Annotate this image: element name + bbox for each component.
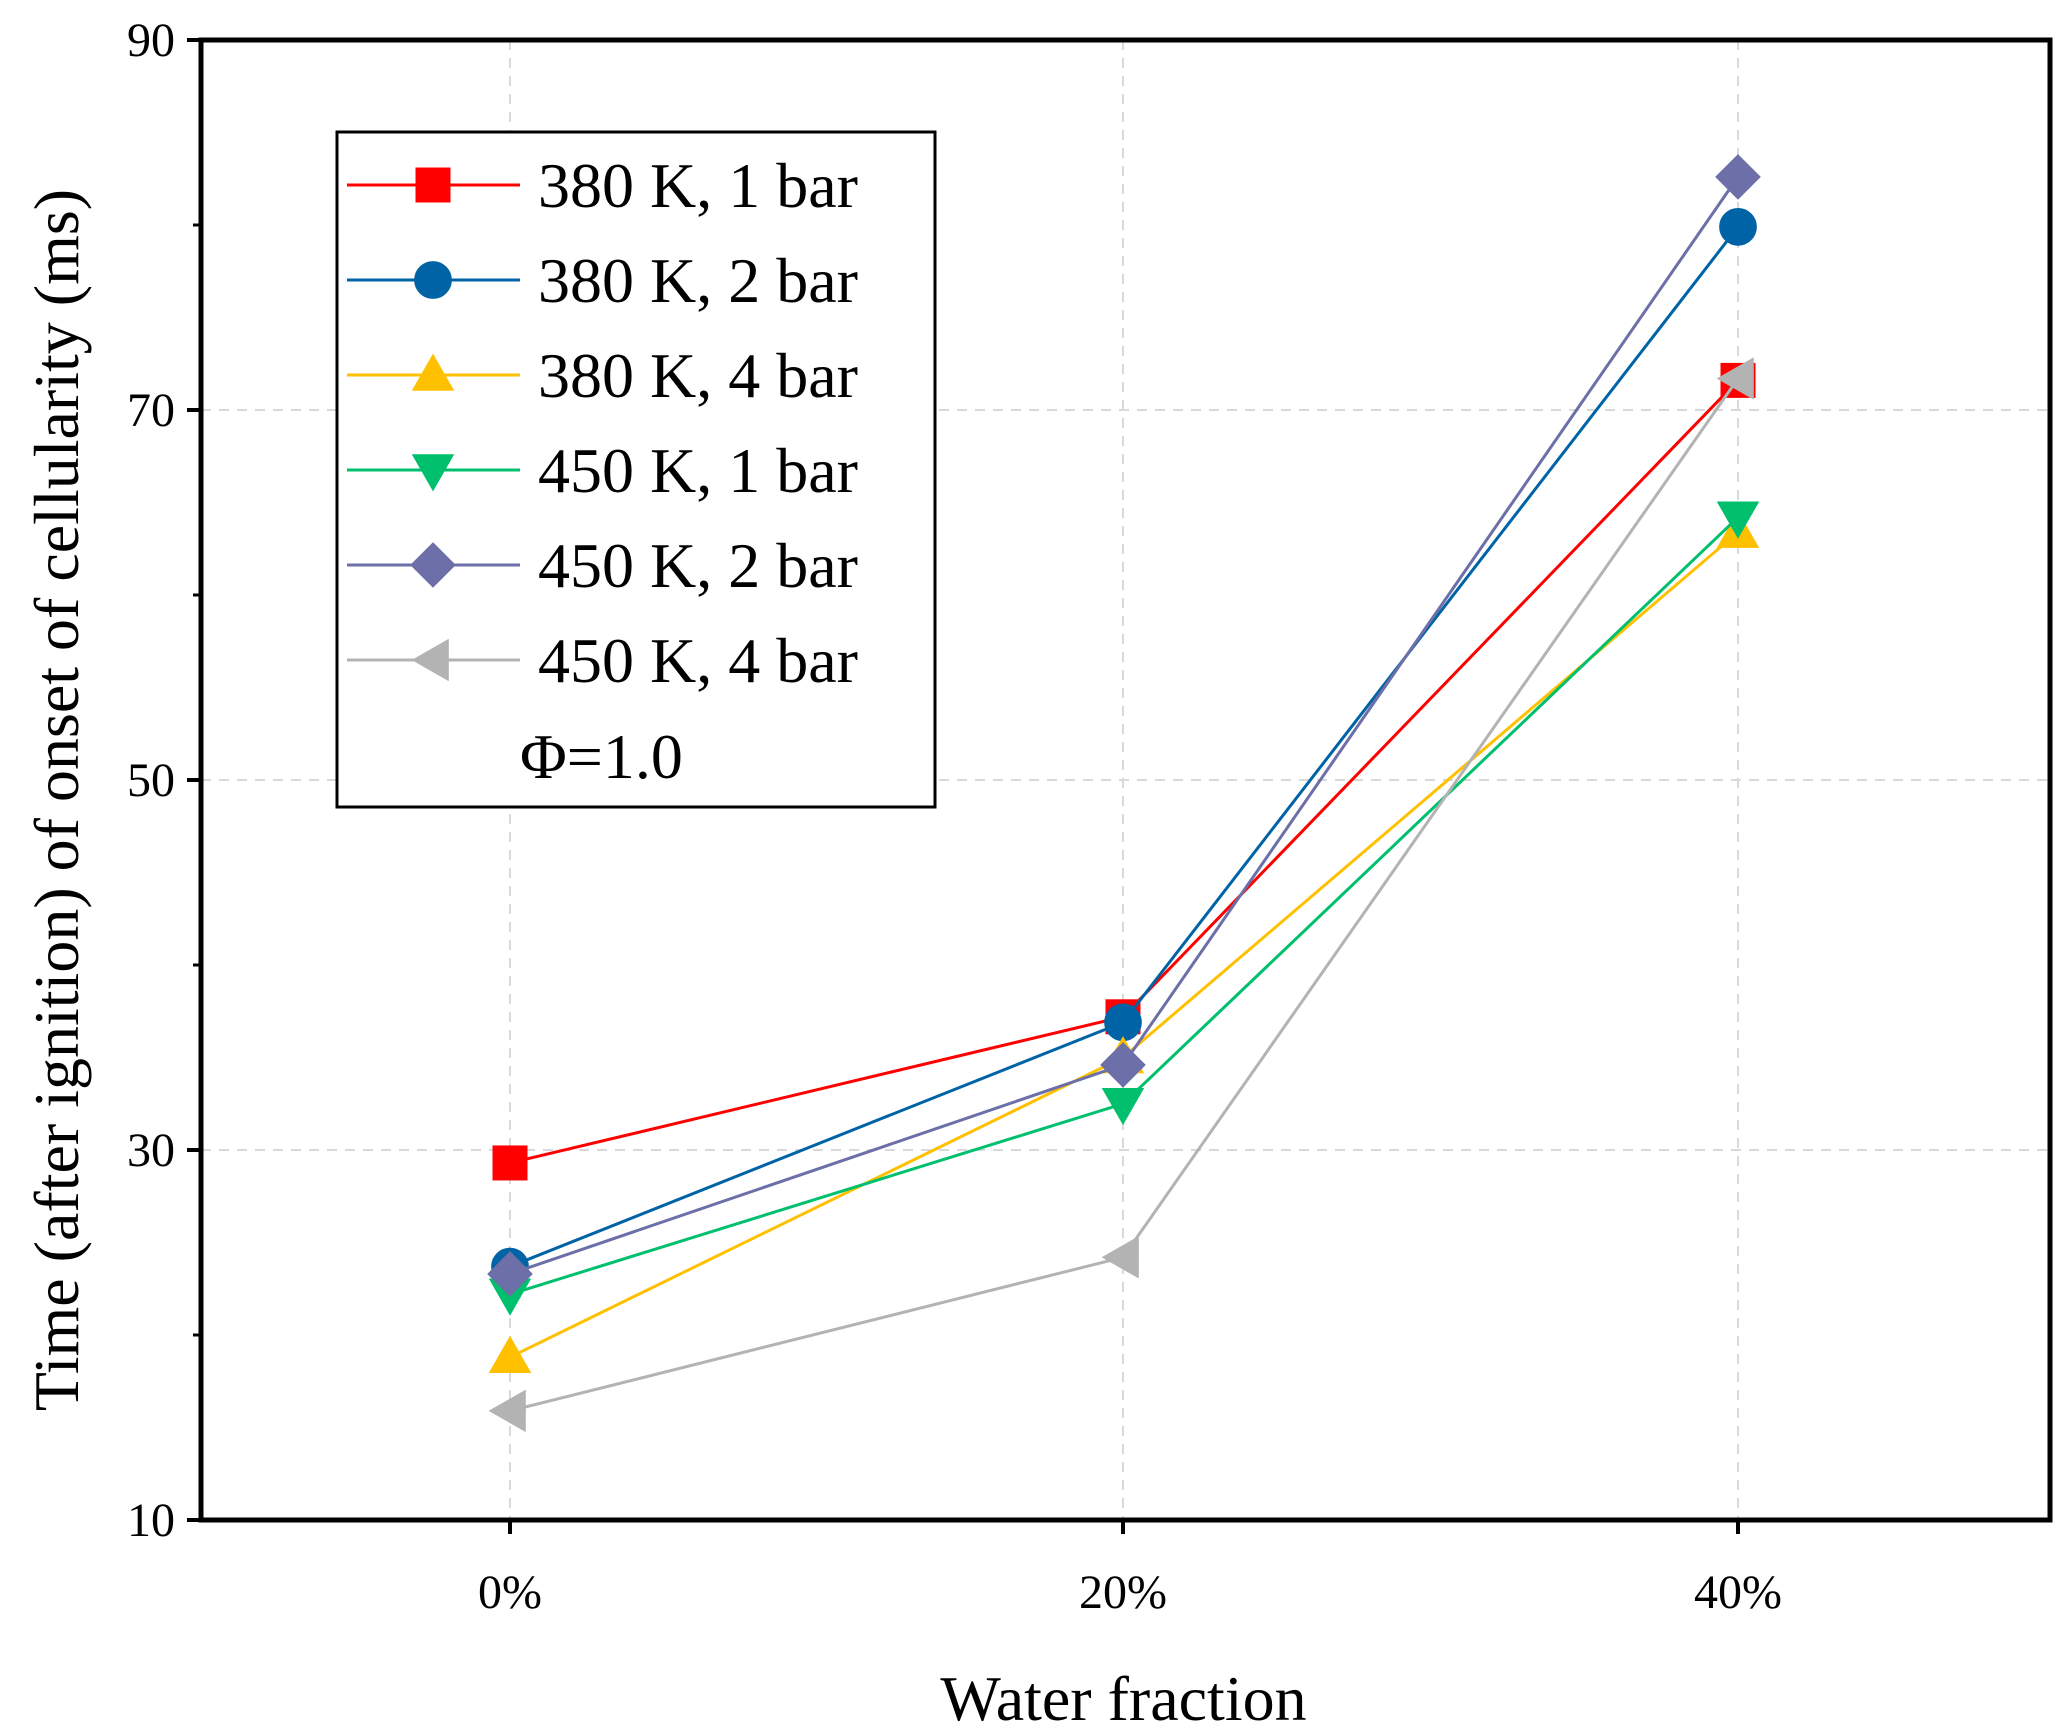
y-tick-label-50: 50 <box>127 754 175 807</box>
y-tick-label-70: 70 <box>127 384 175 437</box>
x-axis-title: Water fraction <box>940 1663 1306 1730</box>
series-5-point-0 <box>488 1389 526 1433</box>
legend-label-3: 450 K, 1 bar <box>538 435 858 506</box>
series-4 <box>487 154 1761 1297</box>
x-tick-label-0: 0% <box>478 1566 542 1619</box>
legend-label-0: 380 K, 1 bar <box>538 150 858 221</box>
phi-annotation: Φ=1.0 <box>520 721 683 792</box>
series-3-point-1 <box>1101 1087 1145 1126</box>
legend-item-5: 450 K, 4 bar <box>347 625 858 696</box>
series-0-point-0 <box>492 1145 528 1181</box>
series-1-point-1 <box>1104 1003 1142 1042</box>
y-tick-label-10: 10 <box>127 1494 175 1547</box>
legend-item-0: 380 K, 1 bar <box>347 150 858 221</box>
legend-item-2: 380 K, 4 bar <box>347 340 858 411</box>
series-4-point-1 <box>1100 1042 1146 1088</box>
legend-marker-3 <box>411 454 455 492</box>
legend-item-4: 450 K, 2 bar <box>347 530 858 601</box>
legend-items: 380 K, 1 bar 380 K, 2 bar 380 K, 4 bar 450 … <box>347 150 858 696</box>
legend-label-2: 380 K, 4 bar <box>538 340 858 411</box>
legend-marker-2 <box>411 353 455 391</box>
series-1-point-2 <box>1719 207 1757 246</box>
series-5-point-1 <box>1101 1236 1139 1279</box>
series-layer <box>487 154 1761 1433</box>
series-3 <box>488 501 1760 1316</box>
legend-label-5: 450 K, 4 bar <box>538 625 858 696</box>
legend-marker-4 <box>410 542 456 588</box>
legend-marker-5 <box>411 638 449 682</box>
ticks: 10 30 50 70 90 0% 20% 40% <box>127 14 1782 1619</box>
y-tick-label-90: 90 <box>127 14 175 67</box>
y-tick-label-30: 30 <box>127 1124 175 1177</box>
series-3-point-2 <box>1716 501 1760 539</box>
legend-item-1: 380 K, 2 bar <box>347 245 858 316</box>
legend-marker-0 <box>415 167 451 203</box>
legend-label-4: 450 K, 2 bar <box>538 530 858 601</box>
legend-marker-1 <box>414 261 452 299</box>
y-axis-title: Time (after ignition) of onset of cellul… <box>21 189 92 1411</box>
series-5-point-2 <box>1716 357 1754 400</box>
x-tick-label-2: 40% <box>1694 1566 1782 1619</box>
legend-item-3: 450 K, 1 bar <box>347 435 858 506</box>
series-5 <box>488 357 1754 1433</box>
series-4-point-2 <box>1715 154 1761 200</box>
x-tick-label-1: 20% <box>1079 1566 1167 1619</box>
legend: 380 K, 1 bar 380 K, 2 bar 380 K, 4 bar 450 … <box>335 130 937 809</box>
series-4-point-0 <box>487 1251 533 1297</box>
series-2-point-0 <box>488 1335 532 1373</box>
legend-label-1: 380 K, 2 bar <box>538 245 858 316</box>
